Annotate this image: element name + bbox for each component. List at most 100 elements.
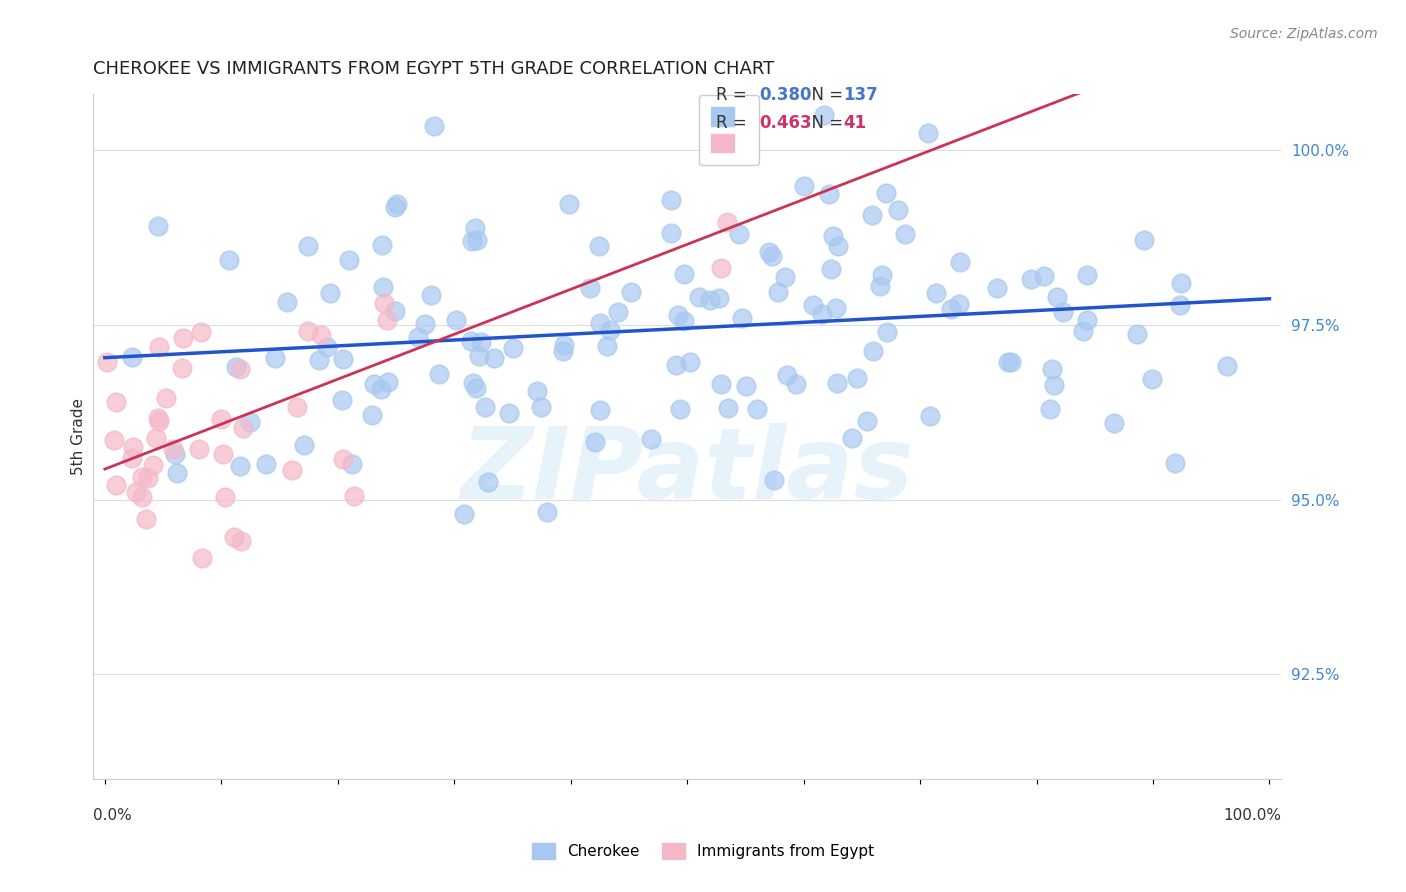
Point <box>827 239 849 253</box>
Point <box>766 285 789 300</box>
Point <box>583 435 606 450</box>
Point <box>225 360 247 375</box>
Point <box>1032 269 1054 284</box>
Point <box>461 234 484 248</box>
Point <box>813 108 835 122</box>
Point <box>949 254 972 268</box>
Point <box>309 327 332 342</box>
Point <box>229 459 252 474</box>
Point <box>801 298 824 312</box>
Point <box>773 270 796 285</box>
Point <box>281 462 304 476</box>
Point <box>162 442 184 456</box>
Point <box>103 433 125 447</box>
Point <box>384 200 406 214</box>
Point <box>699 293 721 307</box>
Point <box>308 353 330 368</box>
Text: CHEROKEE VS IMMIGRANTS FROM EGYPT 5TH GRADE CORRELATION CHART: CHEROKEE VS IMMIGRANTS FROM EGYPT 5TH GR… <box>93 60 775 78</box>
Point <box>124 485 146 500</box>
Point <box>710 260 733 275</box>
Point <box>785 376 807 391</box>
Point <box>264 351 287 365</box>
Point <box>477 475 499 489</box>
Point <box>1040 361 1063 376</box>
Point <box>163 447 186 461</box>
Point <box>332 452 354 467</box>
Point <box>502 341 524 355</box>
Point <box>136 471 159 485</box>
Point <box>666 309 689 323</box>
Point <box>1000 355 1022 369</box>
Point <box>467 233 489 247</box>
Point <box>825 376 848 390</box>
Point <box>482 351 505 366</box>
Point <box>841 431 863 445</box>
Point <box>986 281 1008 295</box>
Point <box>1076 313 1098 327</box>
Point <box>212 447 235 461</box>
Point <box>1046 290 1069 304</box>
Point <box>620 285 643 300</box>
Point <box>589 403 612 417</box>
Text: N =: N = <box>801 114 853 132</box>
Point <box>735 379 758 393</box>
Point <box>287 400 309 414</box>
Point <box>855 414 877 428</box>
Point <box>860 208 883 222</box>
Text: R =: R = <box>716 114 752 132</box>
Point <box>131 470 153 484</box>
Point <box>920 409 942 423</box>
Point <box>214 490 236 504</box>
Point <box>925 286 948 301</box>
Point <box>869 279 891 293</box>
Point <box>387 197 409 211</box>
Text: 0.380: 0.380 <box>759 87 811 104</box>
Point <box>96 354 118 368</box>
Point <box>1133 233 1156 247</box>
Text: 0.463: 0.463 <box>759 114 811 132</box>
Point <box>793 178 815 193</box>
Point <box>371 279 394 293</box>
Point <box>191 551 214 566</box>
Text: 100.0%: 100.0% <box>1223 808 1281 823</box>
Point <box>413 318 436 332</box>
Point <box>1043 378 1066 392</box>
Point <box>135 511 157 525</box>
Point <box>558 197 581 211</box>
Text: N =: N = <box>801 87 849 104</box>
Point <box>343 489 366 503</box>
Point <box>818 186 841 201</box>
Point <box>316 340 339 354</box>
Point <box>1168 298 1191 312</box>
Point <box>370 382 392 396</box>
Point <box>679 355 702 369</box>
Point <box>673 268 696 282</box>
Point <box>589 316 612 330</box>
Point <box>526 384 548 399</box>
Point <box>917 126 939 140</box>
Point <box>232 420 254 434</box>
Point <box>172 331 194 345</box>
Point <box>717 401 740 415</box>
Point <box>1170 276 1192 290</box>
Point <box>105 395 128 409</box>
Point <box>166 467 188 481</box>
Text: ZIPatlas: ZIPatlas <box>461 423 914 520</box>
Point <box>606 305 628 319</box>
Point <box>377 375 399 389</box>
Point <box>720 127 742 141</box>
Point <box>254 457 277 471</box>
Point <box>821 229 844 244</box>
Point <box>997 355 1019 369</box>
Point <box>468 350 491 364</box>
Point <box>444 312 467 326</box>
Point <box>876 325 898 339</box>
Point <box>758 244 780 259</box>
Point <box>146 219 169 233</box>
Point <box>222 530 245 544</box>
Point <box>948 297 970 311</box>
Point <box>1126 327 1149 342</box>
Point <box>745 402 768 417</box>
Point <box>939 301 962 316</box>
Point <box>319 286 342 301</box>
